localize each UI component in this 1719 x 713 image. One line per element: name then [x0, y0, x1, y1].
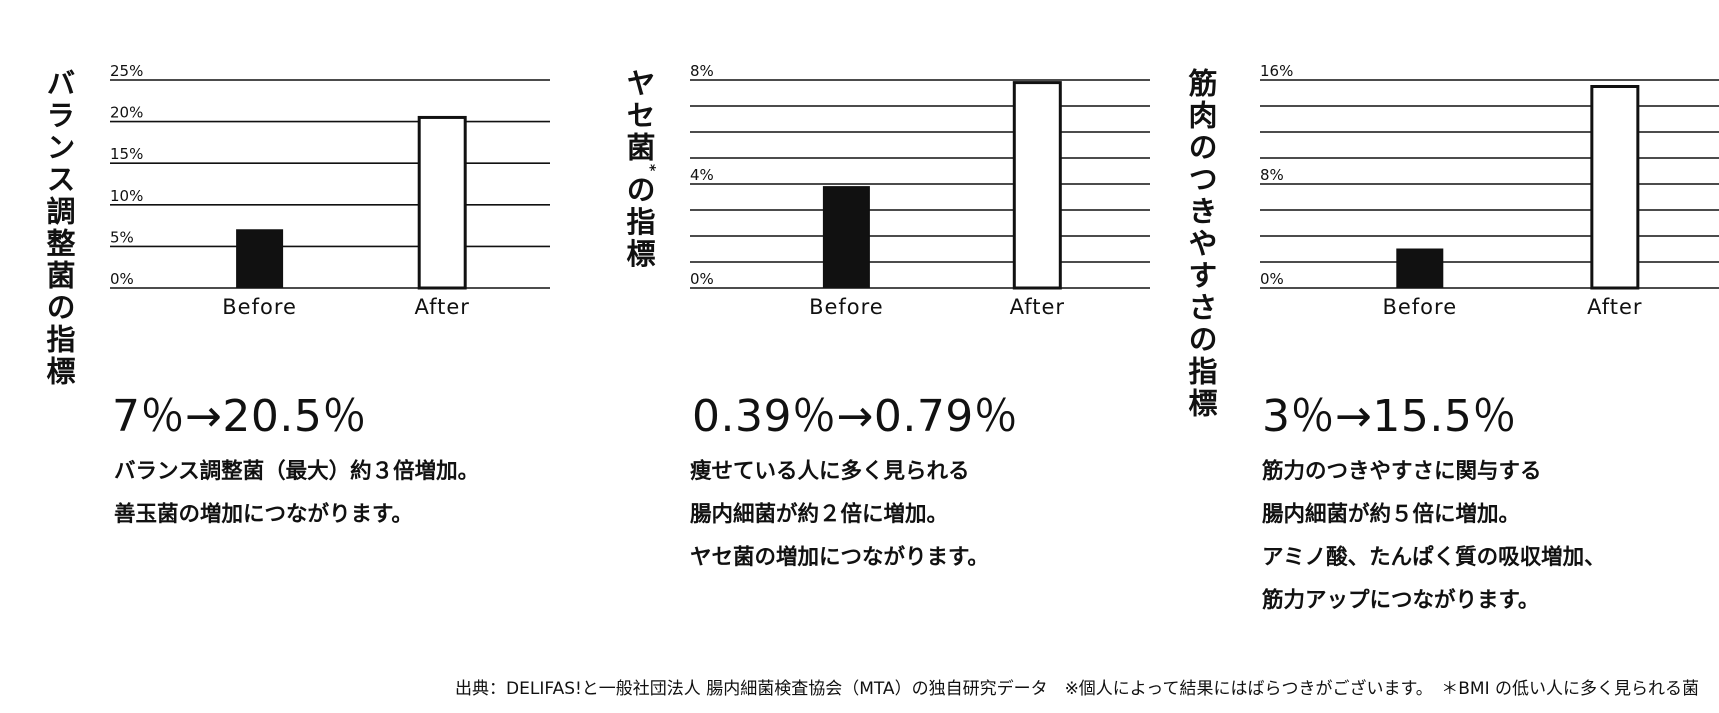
- bar-chart-3: 0% 8% 16% Before After: [1260, 62, 1719, 319]
- y-tick-label: 20%: [110, 104, 143, 122]
- y-tick-label: 0%: [110, 270, 134, 288]
- bar-after: [1590, 85, 1640, 290]
- chart-title-main: ヤセ菌: [622, 68, 656, 164]
- chart-title: バランス調整菌の指標: [42, 68, 76, 388]
- x-tick-label: After: [1587, 295, 1642, 319]
- description-line: 腸内細菌が約２倍に増加。: [690, 502, 949, 527]
- description-line: バランス調整菌（最大）約３倍増加。: [114, 459, 480, 484]
- y-tick-label: 8%: [1260, 166, 1284, 184]
- y-tick-label: 5%: [110, 228, 134, 246]
- y-tick-label: 0%: [690, 270, 714, 288]
- y-tick-label: 10%: [110, 187, 143, 205]
- x-tick-label: After: [414, 295, 469, 319]
- chart-title: ヤセ菌*の指標: [622, 68, 658, 271]
- description-line: 筋力アップにつながります。: [1262, 588, 1540, 613]
- y-tick-label: 0%: [1260, 270, 1284, 288]
- result-text: 7％→20.5％: [112, 391, 367, 442]
- bar-chart-2: 0% 4% 8% Before After: [690, 62, 1150, 319]
- result-text: 3％→15.5％: [1262, 391, 1517, 442]
- x-tick-label: Before: [1382, 295, 1457, 319]
- x-tick-label: Before: [222, 295, 297, 319]
- bar-before: [1396, 248, 1444, 289]
- y-tick-label: 8%: [690, 62, 714, 80]
- y-tick-label: 15%: [110, 145, 143, 163]
- chart-panel-3: 筋肉のつきやすさの指標 0% 8% 16% Before After 3％→15.5％ …: [1180, 0, 1719, 640]
- description: 痩せている人に多く見られる 腸内細菌が約２倍に増加。ヤセ菌の増加につながります。: [690, 450, 989, 579]
- result-text: 0.39％→0.79％: [692, 391, 1019, 442]
- description-line: 痩せている人に多く見られる: [690, 459, 970, 484]
- x-tick-label: Before: [809, 295, 884, 319]
- description-line: 善玉菌の増加につながります。: [114, 502, 413, 527]
- bar-chart-1: 0% 5% 10% 15% 20% 25% Before After: [110, 62, 550, 319]
- bar-after: [417, 115, 467, 290]
- description-line: ヤセ菌の増加につながります。: [690, 545, 989, 570]
- y-tick-label: 4%: [690, 166, 714, 184]
- y-tick-label: 16%: [1260, 62, 1293, 80]
- description: 筋力のつきやすさに関与する 腸内細菌が約５倍に増加。アミノ酸、たんぱく質の吸収増加…: [1262, 450, 1606, 622]
- bar-before: [236, 229, 284, 289]
- description-line: アミノ酸、たんぱく質の吸収増加、: [1262, 545, 1606, 570]
- y-tick-label: 25%: [110, 62, 143, 80]
- chart-title-suffix: の指標: [622, 174, 656, 271]
- source-footer: 出典：DELIFAS!と一般社団法人 腸内細菌検査協会（MTA）の独自研究データ…: [455, 679, 1699, 699]
- chart-title: 筋肉のつきやすさの指標: [1184, 68, 1218, 420]
- description-line: 腸内細菌が約５倍に増加。: [1262, 502, 1521, 527]
- x-tick-label: After: [1010, 295, 1065, 319]
- title-footnote-mark: *: [641, 164, 658, 175]
- chart-panel-1: バランス調整菌の指標 0% 5% 10% 15% 20% 25% Before After 7…: [40, 0, 600, 640]
- description: バランス調整菌（最大）約３倍増加。 善玉菌の増加につながります。: [114, 450, 479, 536]
- bar-after: [1012, 81, 1062, 290]
- bar-before: [822, 186, 870, 289]
- description-line: 筋力のつきやすさに関与する: [1262, 459, 1542, 484]
- chart-panel-2: ヤセ菌*の指標 0% 4% 8% Before After 0.39％→0.79％ 痩せ…: [620, 0, 1180, 640]
